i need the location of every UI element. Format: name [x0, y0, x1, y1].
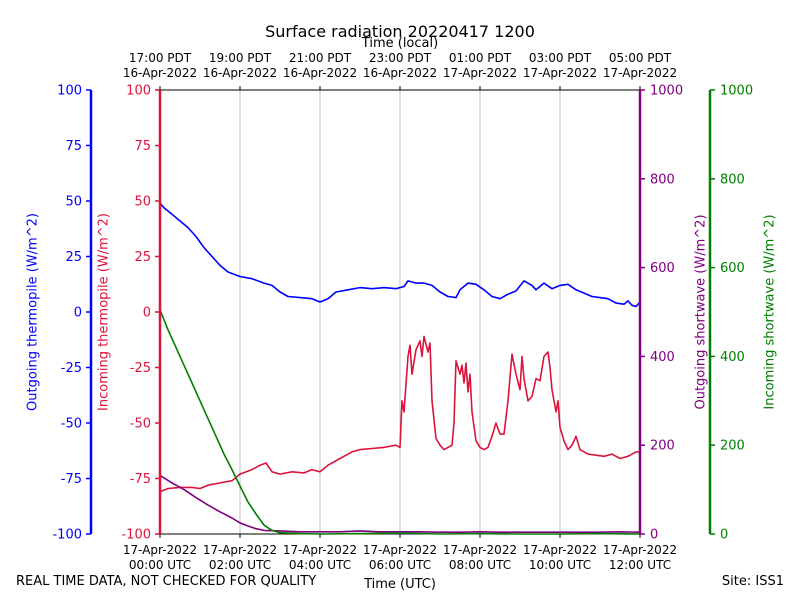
incoming-thermopile-tick-label: -25 [130, 361, 151, 376]
local-tick-date: 16-Apr-2022 [123, 66, 197, 80]
outgoing-shortwave-tick-label: 600 [650, 261, 675, 276]
incoming-shortwave-tick-label: 400 [720, 350, 745, 365]
utc-tick-time: 06:00 UTC [369, 558, 431, 572]
incoming-thermopile-line [159, 335, 640, 493]
incoming-shortwave-tick-label: 0 [720, 528, 728, 543]
outgoing-thermopile-tick-label: 50 [65, 195, 82, 210]
outgoing-thermopile-tick-label: 0 [74, 306, 82, 321]
local-tick-time: 19:00 PDT [209, 51, 272, 65]
incoming-thermopile-tick-label: 0 [143, 306, 151, 321]
utc-tick-time: 10:00 UTC [529, 558, 591, 572]
utc-tick-time: 08:00 UTC [449, 558, 511, 572]
bottom-axis-label: Time (UTC) [363, 577, 436, 592]
utc-tick-date: 17-Apr-2022 [603, 543, 677, 557]
incoming-shortwave-tick-label: 200 [720, 439, 745, 454]
outgoing-shortwave-tick-label: 1000 [650, 84, 683, 99]
incoming-shortwave-tick-label: 800 [720, 172, 745, 187]
utc-tick-time: 12:00 UTC [609, 558, 671, 572]
outgoing-thermopile-tick-label: -75 [61, 472, 82, 487]
utc-tick-date: 17-Apr-2022 [443, 543, 517, 557]
local-tick-date: 16-Apr-2022 [203, 66, 277, 80]
incoming-thermopile-tick-label: -50 [130, 417, 151, 432]
incoming-thermopile-tick-label: 75 [134, 139, 151, 154]
incoming-thermopile-axis-label: Incoming thermopile (W/m^2) [97, 213, 112, 411]
outgoing-shortwave-tick-label: 800 [650, 172, 675, 187]
local-tick-date: 17-Apr-2022 [443, 66, 517, 80]
local-tick-date: 17-Apr-2022 [603, 66, 677, 80]
utc-tick-date: 17-Apr-2022 [363, 543, 437, 557]
axes-layer: -100 -75 -50 -25 0 25 50 75 100 Outgoing thermopi… [26, 84, 778, 543]
outgoing-thermopile-axis-label: Outgoing thermopile (W/m^2) [26, 213, 41, 411]
local-tick-time: 03:00 PDT [529, 51, 592, 65]
incoming-thermopile-tick-label: 100 [126, 84, 151, 99]
site-label: Site: ISS1 [721, 574, 784, 589]
utc-tick-date: 17-Apr-2022 [523, 543, 597, 557]
outgoing-thermopile-tick-label: -50 [61, 417, 82, 432]
incoming-thermopile-tick-label: 25 [134, 250, 151, 265]
incoming-thermopile-tick-label: 50 [134, 195, 151, 210]
local-tick-time: 17:00 PDT [129, 51, 192, 65]
local-tick-time: 21:00 PDT [289, 51, 352, 65]
incoming-shortwave-tick-label: 600 [720, 261, 745, 276]
top-axis-label: Time (local) [361, 36, 438, 51]
utc-tick-date: 17-Apr-2022 [123, 543, 197, 557]
utc-tick-time: 04:00 UTC [289, 558, 351, 572]
outgoing-shortwave-tick-label: 400 [650, 350, 675, 365]
outgoing-shortwave-tick-label: 0 [650, 528, 658, 543]
incoming-shortwave-line [159, 309, 641, 535]
utc-tick-date: 17-Apr-2022 [203, 543, 277, 557]
outgoing-shortwave-axis-label: Outgoing shortwave (W/m^2) [694, 214, 709, 409]
vertical-grid [239, 90, 561, 534]
incoming-thermopile-tick-label: -100 [121, 528, 151, 543]
chart-title: Surface radiation 20220417 1200 [265, 22, 535, 41]
local-tick-time: 23:00 PDT [369, 51, 432, 65]
local-tick-date: 17-Apr-2022 [523, 66, 597, 80]
outgoing-thermopile-tick-label: 75 [65, 139, 82, 154]
outgoing-thermopile-tick-label: -25 [61, 361, 82, 376]
incoming-thermopile-tick-label: -75 [130, 472, 151, 487]
series-layer [159, 202, 641, 535]
utc-tick-time: 00:00 UTC [129, 558, 191, 572]
outgoing-thermopile-tick-label: -100 [52, 528, 82, 543]
local-tick-date: 16-Apr-2022 [283, 66, 357, 80]
local-tick-date: 16-Apr-2022 [363, 66, 437, 80]
utc-tick-time: 02:00 UTC [209, 558, 271, 572]
quality-disclaimer: REAL TIME DATA, NOT CHECKED FOR QUALITY [16, 574, 317, 589]
outgoing-thermopile-tick-label: 100 [57, 84, 82, 99]
outgoing-thermopile-tick-label: 25 [65, 250, 82, 265]
outgoing-shortwave-tick-label: 200 [650, 439, 675, 454]
outgoing-shortwave-line [159, 474, 641, 533]
incoming-shortwave-axis-label: Incoming shortwave (W/m^2) [763, 214, 778, 409]
local-tick-time: 01:00 PDT [449, 51, 512, 65]
local-tick-time: 05:00 PDT [609, 51, 672, 65]
incoming-shortwave-tick-label: 1000 [720, 84, 753, 99]
utc-tick-date: 17-Apr-2022 [283, 543, 357, 557]
outgoing-thermopile-line [159, 202, 641, 308]
